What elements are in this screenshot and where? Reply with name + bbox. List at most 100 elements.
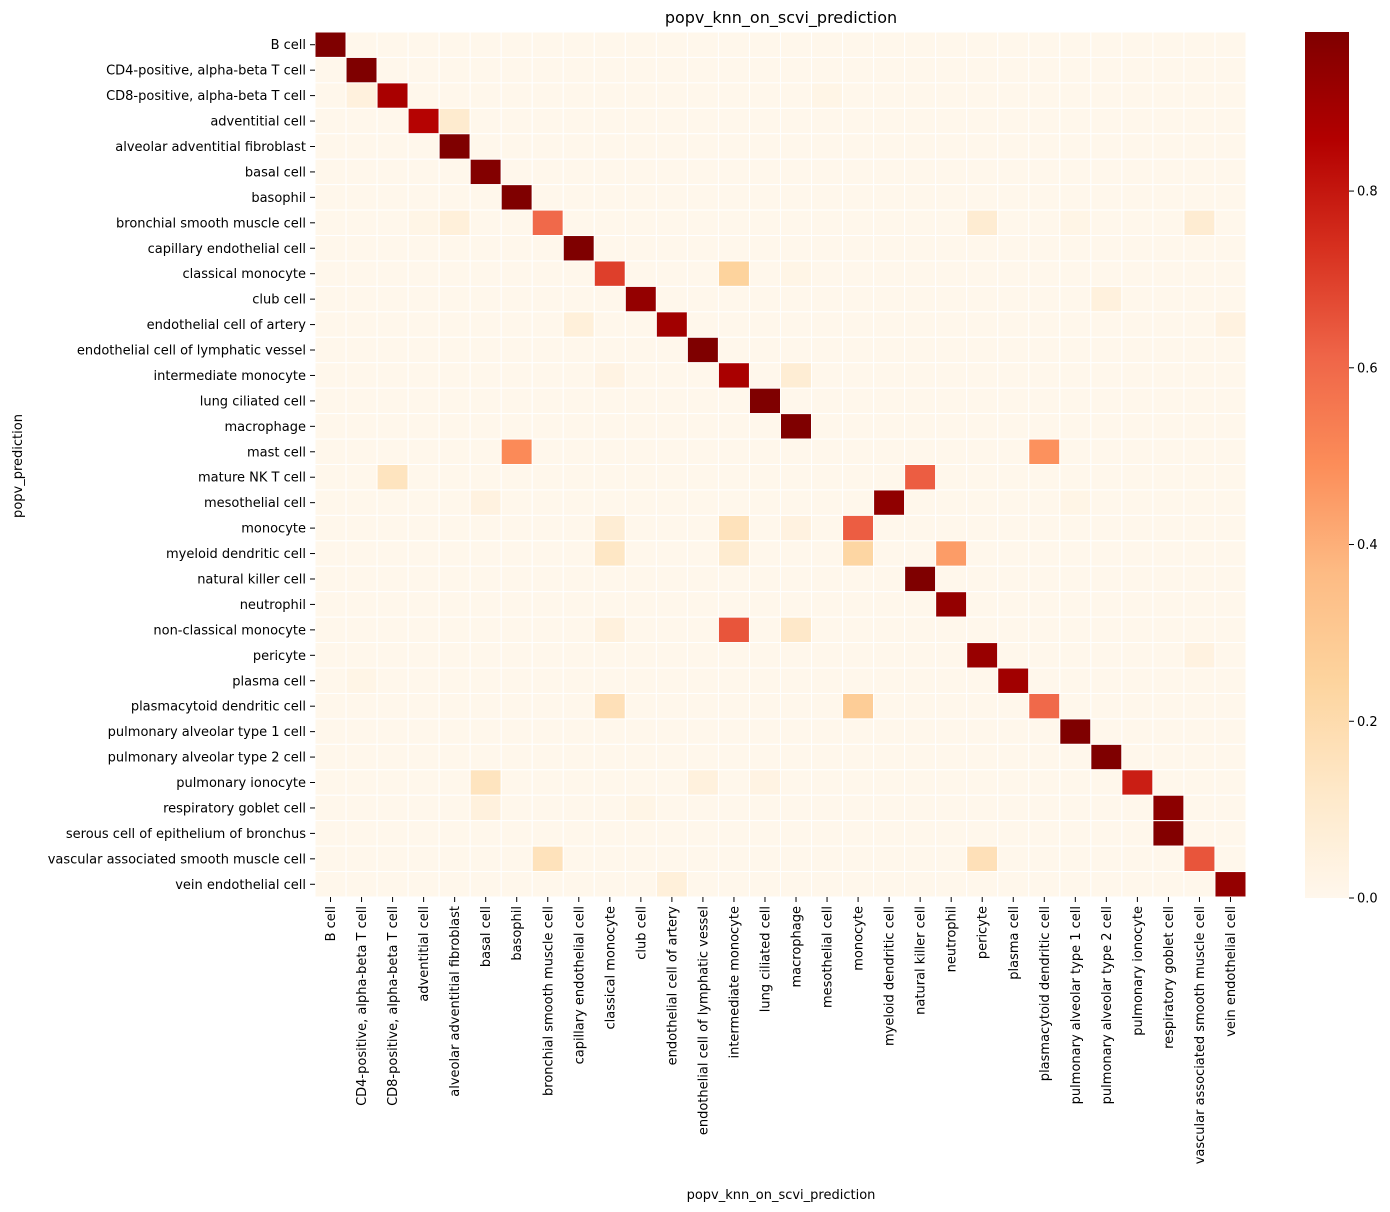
heatmap-cell: [873, 336, 906, 364]
heatmap-cell: [562, 82, 595, 109]
heatmap-cell: [624, 184, 657, 211]
heatmap-cell: [314, 285, 347, 313]
heatmap-cell: [1214, 285, 1247, 313]
heatmap-cell: [904, 514, 937, 542]
heatmap-cell: [1028, 565, 1061, 593]
heatmap-cell: [407, 692, 440, 720]
heatmap-cell: [780, 311, 813, 338]
heatmap-cell: [1028, 438, 1061, 466]
heatmap-cell: [1028, 616, 1061, 644]
heatmap-cell: [842, 845, 875, 873]
row-label: capillary endothelial cell: [148, 242, 306, 257]
column-label: CD8-positive, alpha-beta T cell: [386, 906, 401, 1106]
heatmap-cell: [1121, 387, 1154, 415]
heatmap-cell: [531, 845, 564, 873]
heatmap-cell: [593, 820, 626, 847]
heatmap-cell: [1059, 769, 1092, 796]
heatmap-cell: [1183, 362, 1216, 389]
heatmap-cell: [562, 56, 595, 84]
heatmap-cell: [780, 362, 813, 389]
heatmap-cell: [500, 438, 533, 466]
heatmap-cell: [966, 438, 999, 466]
heatmap-cell: [469, 362, 502, 389]
heatmap-cell: [345, 540, 378, 567]
heatmap-cell: [935, 616, 968, 644]
row-label: neutrophil: [240, 598, 306, 613]
heatmap-cell: [1152, 184, 1185, 211]
heatmap-cell: [624, 667, 657, 694]
heatmap-cell: [1214, 820, 1247, 847]
heatmap-cell: [500, 56, 533, 84]
heatmap-cell: [904, 133, 937, 160]
heatmap-cell: [531, 209, 564, 237]
heatmap-cell: [469, 667, 502, 694]
heatmap-cell: [1152, 769, 1185, 796]
row-label: alveolar adventitial fibroblast: [115, 140, 306, 155]
heatmap-cell: [904, 845, 937, 873]
heatmap-cell: [717, 158, 750, 186]
heatmap-cell: [1214, 540, 1247, 567]
heatmap-cell: [997, 769, 1030, 796]
heatmap-cell: [1183, 31, 1216, 58]
heatmap-cell: [1183, 260, 1216, 287]
heatmap-cell: [873, 743, 906, 771]
heatmap-cell: [624, 82, 657, 109]
heatmap-cell: [593, 743, 626, 771]
heatmap-cell: [1121, 540, 1154, 567]
column-label: B cell: [324, 906, 339, 941]
heatmap-cell: [376, 82, 409, 109]
heatmap-cell: [531, 158, 564, 186]
heatmap-cell: [935, 591, 968, 618]
heatmap-cell: [842, 413, 875, 440]
row-label: CD8-positive, alpha-beta T cell: [106, 89, 306, 104]
heatmap-cell: [624, 235, 657, 262]
heatmap-cell: [904, 56, 937, 84]
heatmap-cell: [438, 743, 471, 771]
heatmap-cell: [438, 209, 471, 237]
heatmap-cell: [438, 413, 471, 440]
heatmap-cell: [686, 565, 719, 593]
heatmap-cell: [997, 642, 1030, 669]
heatmap-cell: [438, 235, 471, 262]
heatmap-cell: [438, 489, 471, 516]
heatmap-cell: [314, 718, 347, 745]
heatmap-cell: [842, 209, 875, 237]
heatmap-cell: [562, 565, 595, 593]
heatmap-cell: [469, 336, 502, 364]
heatmap-cell: [624, 464, 657, 491]
heatmap-cell: [780, 285, 813, 313]
heatmap-cell: [748, 464, 782, 491]
heatmap-cell: [1152, 540, 1185, 567]
heatmap-cell: [935, 184, 968, 211]
heatmap-cell: [1183, 769, 1216, 796]
row-label: B cell: [271, 38, 306, 53]
heatmap-cell: [1214, 31, 1247, 58]
heatmap-cell: [500, 336, 533, 364]
heatmap-cell: [593, 158, 626, 186]
heatmap-cell: [376, 540, 409, 567]
heatmap-cell: [686, 591, 719, 618]
row-label: intermediate monocyte: [153, 369, 306, 384]
heatmap-cell: [842, 820, 875, 847]
heatmap-cell: [407, 667, 440, 694]
heatmap-cell: [345, 31, 378, 58]
heatmap-cell: [748, 692, 782, 720]
heatmap-cell: [655, 31, 688, 58]
row-label: mast cell: [247, 445, 306, 460]
heatmap-cell: [438, 438, 471, 466]
heatmap-cell: [935, 133, 968, 160]
heatmap-cell: [345, 489, 378, 516]
heatmap-cell: [1214, 871, 1247, 898]
heatmap-cell: [717, 616, 750, 644]
heatmap-cell: [997, 311, 1030, 338]
heatmap-cell: [593, 311, 626, 338]
column-label: club cell: [634, 906, 649, 960]
heatmap-cell: [1152, 794, 1185, 822]
heatmap-cell: [531, 667, 564, 694]
heatmap-cell: [1214, 311, 1247, 338]
heatmap-cell: [1152, 107, 1185, 135]
heatmap-cell: [593, 540, 626, 567]
heatmap-cell: [314, 464, 347, 491]
heatmap-cell: [624, 845, 657, 873]
